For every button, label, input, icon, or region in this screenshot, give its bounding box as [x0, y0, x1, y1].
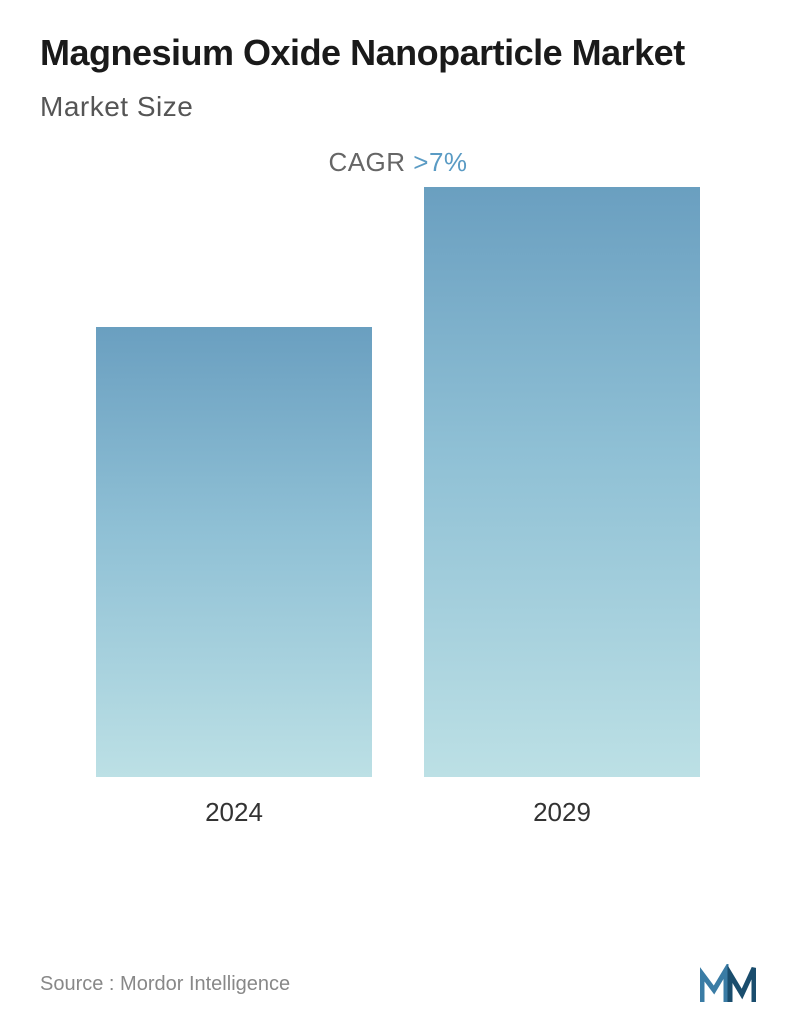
- bar-group-2024: 2024: [96, 327, 372, 828]
- bar-label-2029: 2029: [533, 797, 591, 828]
- bar-2029: [424, 187, 700, 777]
- source-text: Source : Mordor Intelligence: [40, 973, 290, 996]
- chart-area: 2024 2029: [40, 228, 756, 828]
- chart-subtitle: Market Size: [40, 91, 756, 123]
- bar-2024: [96, 327, 372, 777]
- mordor-logo-icon: [700, 964, 756, 1004]
- bar-group-2029: 2029: [424, 187, 700, 828]
- cagr-label: CAGR: [328, 147, 413, 177]
- cagr-value: >7%: [413, 147, 467, 177]
- cagr-row: CAGR >7%: [40, 147, 756, 178]
- chart-title: Magnesium Oxide Nanoparticle Market: [40, 30, 756, 77]
- footer: Source : Mordor Intelligence: [40, 964, 756, 1004]
- bar-label-2024: 2024: [205, 797, 263, 828]
